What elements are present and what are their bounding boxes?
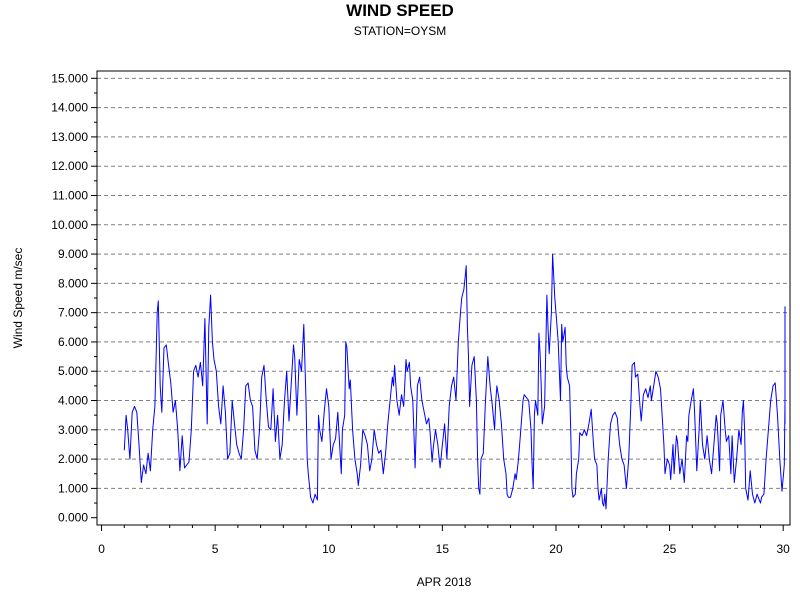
- chart-title: WIND SPEED: [346, 1, 454, 20]
- y-axis: 0.000 1.000 2.000 3.000 4.000 5.000 6.000 7.000…: [51, 71, 97, 525]
- x-axis-label: APR 2018: [417, 575, 472, 589]
- y-tick-label: 12.000: [51, 159, 88, 173]
- y-tick-label: 4.000: [58, 394, 88, 408]
- x-tick-label: 15: [436, 542, 450, 556]
- y-tick-label: 14.000: [51, 101, 88, 115]
- x-tick-label: 0: [98, 542, 105, 556]
- chart-subtitle: STATION=OYSM: [353, 24, 447, 38]
- y-tick-label: 15.000: [51, 71, 88, 85]
- y-tick-label: 7.000: [58, 306, 88, 320]
- y-axis-label: Wind Speed m/sec: [11, 248, 25, 349]
- x-tick-label: 10: [322, 542, 336, 556]
- y-tick-label: 0.000: [58, 511, 88, 525]
- y-tick-label: 8.000: [58, 276, 88, 290]
- x-tick-label: 20: [549, 542, 563, 556]
- y-tick-label: 9.000: [58, 247, 88, 261]
- y-tick-label: 11.000: [52, 188, 88, 202]
- y-tick-label: 13.000: [51, 130, 88, 144]
- y-tick-label: 5.000: [58, 364, 88, 378]
- series-line: [123, 253, 786, 510]
- data-line-group: [123, 253, 786, 510]
- y-tick-label: 2.000: [58, 452, 88, 466]
- y-tick-label: 1.000: [58, 481, 88, 495]
- x-tick-label: 25: [663, 542, 677, 556]
- x-tick-label: 5: [212, 542, 219, 556]
- y-tick-label: 6.000: [58, 335, 88, 349]
- y-tick-label: 3.000: [58, 423, 88, 437]
- y-tick-label: 10.000: [51, 218, 88, 232]
- x-tick-label: 30: [777, 542, 791, 556]
- grid-lines: [97, 77, 790, 489]
- x-axis: 0 5 10 15 20 25 30: [98, 525, 790, 556]
